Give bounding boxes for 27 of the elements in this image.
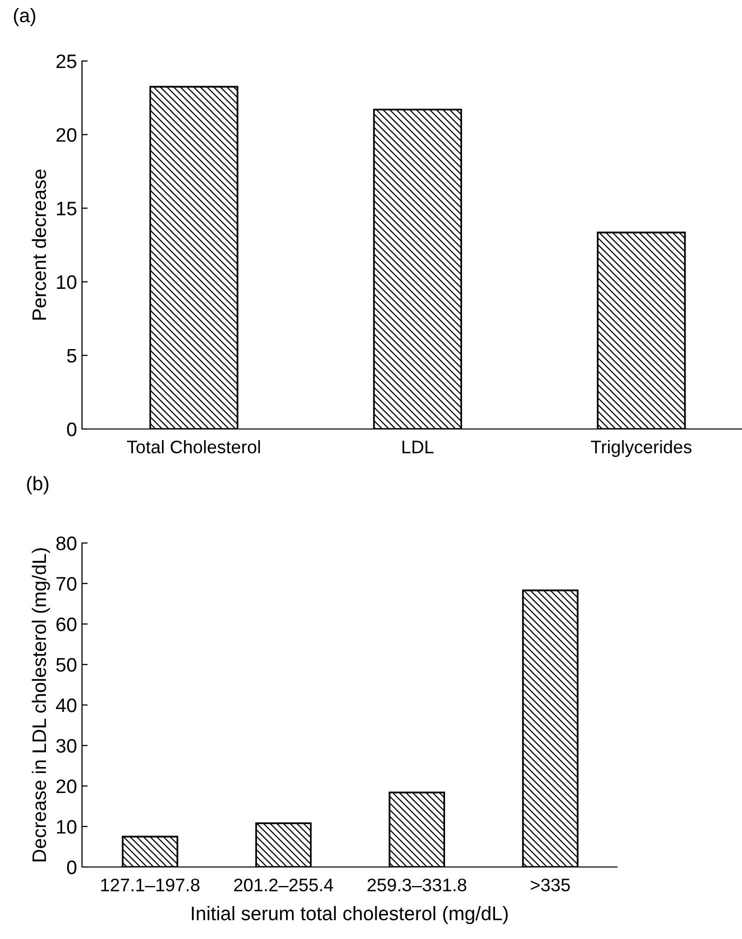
x-tick-label: Triglycerides [590,440,692,457]
x-tick-label: >335 [530,878,570,892]
y-tick-label: 80 [56,536,76,550]
y-tick-label: 10 [56,820,76,834]
chart-title: (b) [27,476,48,494]
y-tick-label: 60 [56,617,76,632]
y-tick-label: 10 [56,275,76,290]
x-tick-label: LDL [402,440,434,454]
y-tick-label: 0 [67,422,76,436]
y-tick-label: 0 [67,860,76,874]
y-tick-label: 30 [56,738,76,753]
y-tick-label: 25 [56,54,76,68]
x-tick-label: 201.2–255.4 [234,878,334,892]
y-tick-label: 15 [56,202,76,216]
x-tick-label: Total Cholesterol [127,440,260,454]
y-tick-label: 50 [56,658,76,672]
y-tick-label: 5 [67,349,76,363]
y-tick-label: 20 [56,128,76,142]
y-axis-title: Percent decrease [32,170,46,320]
x-tick-label: 127.1–197.8 [101,878,200,892]
x-tick-label: 259.3–331.8 [368,878,466,892]
chart-title: (a) [14,8,36,26]
y-tick-label: 40 [56,698,76,712]
x-axis-title: Initial serum total cholesterol (mg/dL) [192,906,508,924]
y-tick-label: 20 [56,779,76,794]
y-tick-label: 70 [56,576,76,591]
y-axis-title: Decrease in LDL cholesterol (mg/dL) [32,548,50,862]
